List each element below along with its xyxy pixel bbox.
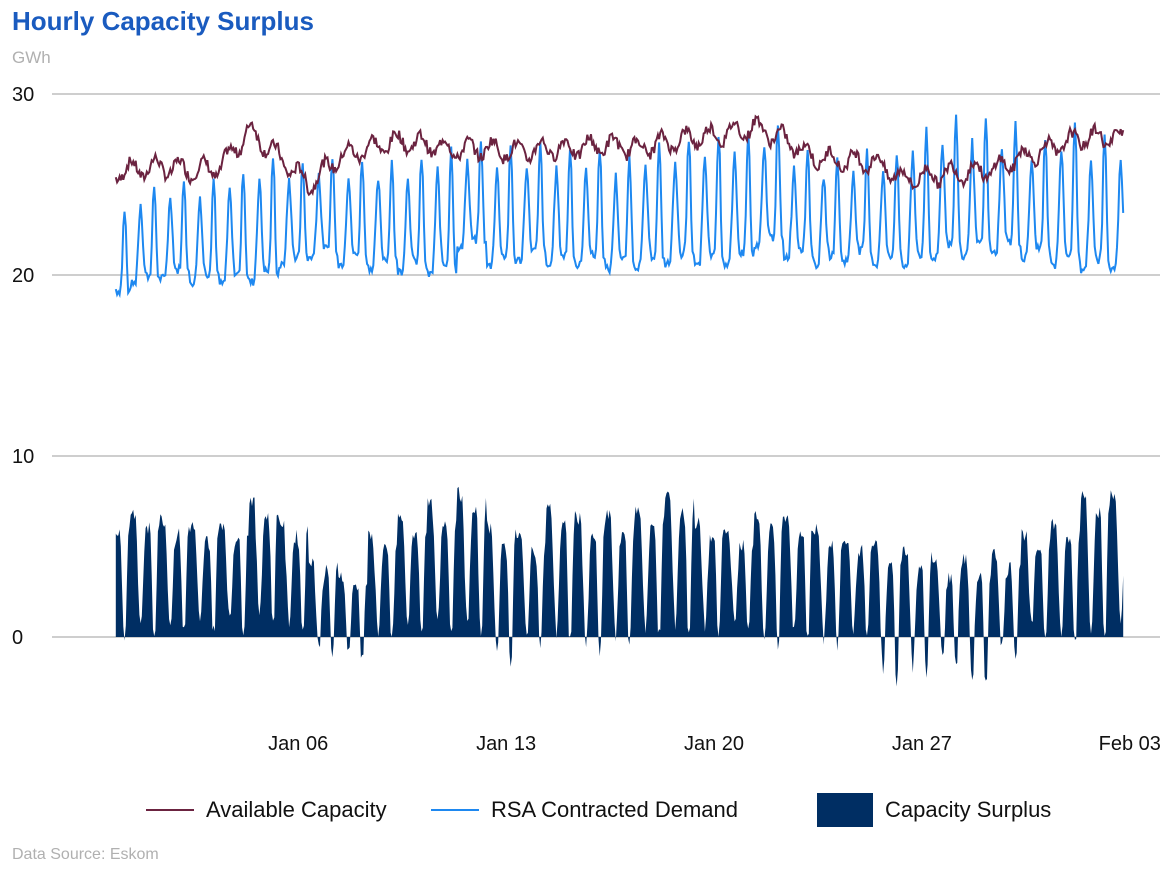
data-source-note: Data Source: Eskom [12, 846, 159, 863]
x-tick-label: Jan 20 [684, 733, 744, 755]
series-capacity-surplus-area [115, 486, 1124, 687]
x-tick-label: Feb 03 [1099, 733, 1161, 755]
legend-swatch-rsa-contracted-demand [431, 809, 479, 811]
legend-item-available-capacity[interactable]: Available Capacity [146, 790, 387, 830]
y-axis-unit-label: GWh [12, 48, 51, 67]
legend-item-capacity-surplus[interactable]: Capacity Surplus [817, 790, 1051, 830]
legend-swatch-capacity-surplus [817, 793, 873, 827]
x-tick-label: Jan 27 [892, 733, 952, 755]
y-tick-label: 0 [12, 627, 23, 649]
x-tick-label: Jan 13 [476, 733, 536, 755]
legend-label-capacity-surplus: Capacity Surplus [885, 797, 1052, 822]
y-tick-label: 10 [12, 446, 34, 468]
chart-title: Hourly Capacity Surplus [12, 6, 314, 36]
series-available-capacity-line [114, 114, 1125, 197]
legend-label-available-capacity: Available Capacity [206, 797, 387, 822]
x-tick-label: Jan 06 [268, 733, 328, 755]
chart-legend: Available Capacity RSA Contracted Demand… [0, 790, 1173, 830]
y-tick-label: 30 [12, 84, 34, 106]
legend-item-rsa-contracted-demand[interactable]: RSA Contracted Demand [431, 790, 738, 830]
y-tick-label: 20 [12, 265, 34, 287]
chart-plot: 0 10 20 30 Jan 06 Jan 13 Jan 20 Jan 27 Feb 03 [12, 84, 1161, 755]
series-rsa-contracted-demand-line [114, 114, 1125, 299]
legend-label-rsa-contracted-demand: RSA Contracted Demand [491, 797, 739, 822]
legend-swatch-available-capacity [146, 809, 194, 811]
